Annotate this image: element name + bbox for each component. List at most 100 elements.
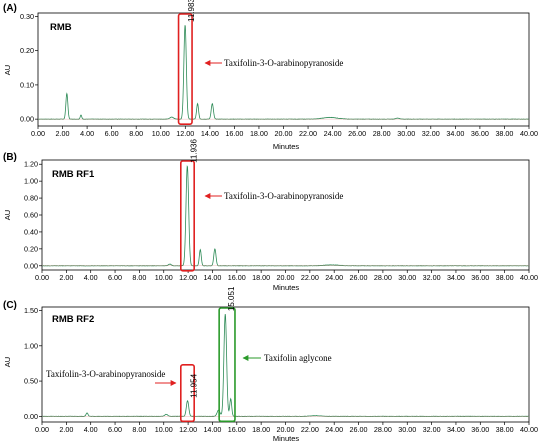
x-tick-label: 22.00 [301,425,319,434]
trace-group [41,165,530,267]
y-tick-label: 1.50 [24,306,38,315]
x-tick-label: 36.00 [471,425,489,434]
peak-labels: 11.954 15.051 [190,286,237,398]
x-tick-label: 26.00 [348,129,366,138]
y-tick-label: 1.20 [24,160,38,169]
x-tick-label: 30.00 [397,129,415,138]
highlight-boxes [177,13,193,125]
chromatogram-trace [41,165,530,267]
panel-label: (A) [3,3,17,14]
peak-highlight-box [218,307,236,423]
x-tick-label: 28.00 [374,425,392,434]
y-tick-label: 0.10 [20,80,34,89]
y-tick-label: 0.80 [24,194,38,203]
y-tick-label: 0.00 [24,261,38,270]
x-tick-label: 6.00 [105,129,119,138]
x-tick-label: 12.00 [179,425,197,434]
compound-annotation: Taxifolin-3-O-arabinopyranoside [224,191,343,201]
x-tick-label: 20.00 [277,425,295,434]
x-tick-label: 32.00 [423,273,441,282]
panel-c: (C) AU Minutes 0.00 0.50 1.00 1.50 0.00 2.00… [3,286,538,443]
y-tick-label: 0.60 [24,211,38,220]
x-tick-label: 18.00 [252,425,270,434]
y-axis-label: AU [3,65,12,75]
x-tick-label: 26.00 [350,273,368,282]
plot-frame [41,159,530,271]
x-tick-label: 14.00 [203,273,221,282]
peak-retention-time-label: 15.051 [227,286,236,311]
x-tick-label: 34.00 [447,273,465,282]
x-tick-label: 20.00 [275,129,293,138]
peak-labels: 11.936 [189,138,198,162]
x-tick-label: 6.00 [108,273,122,282]
y-ticks: 0.00 0.10 0.20 0.30 [20,12,38,124]
x-tick-label: 36.00 [471,273,489,282]
x-tick-label: 0.00 [35,425,49,434]
x-tick-label: 10.00 [152,129,170,138]
x-tick-label: 28.00 [373,129,391,138]
x-tick-label: 12.00 [176,129,194,138]
y-ticks: 0.00 0.20 0.40 0.60 0.80 1.00 1.20 [24,160,42,270]
x-tick-label: 10.00 [155,425,173,434]
x-tick-label: 40.00 [520,273,538,282]
x-tick-label: 30.00 [398,425,416,434]
x-axis-label: Minutes [273,142,300,151]
x-tick-label: 18.00 [250,129,268,138]
x-tick-label: 34.00 [446,129,464,138]
plot-frame [37,12,530,127]
x-tick-label: 16.00 [228,273,246,282]
x-ticks: 0.00 2.00 4.00 6.00 8.00 10.00 12.00 14.00 16.00… [35,422,538,434]
x-tick-label: 10.00 [155,273,173,282]
y-tick-label: 0.20 [24,244,38,253]
x-tick-label: 26.00 [350,425,368,434]
x-tick-label: 16.00 [225,129,243,138]
x-tick-label: 24.00 [325,425,343,434]
plot-frame [41,306,530,423]
y-tick-label: 1.00 [24,177,38,186]
x-tick-label: 22.00 [301,273,319,282]
x-tick-label: 32.00 [422,129,440,138]
compound-annotation: Taxifolin aglycone [264,353,332,363]
peak-highlight-box [177,13,193,125]
chromatogram-trace [37,25,530,120]
x-ticks: 0.00 2.00 4.00 6.00 8.00 10.00 12.00 14.00 16.00… [31,126,538,138]
compound-annotation: Taxifolin-3-O-arabinopyranoside [46,369,165,379]
x-axis-label: Minutes [273,434,300,443]
y-tick-label: 0.00 [20,115,34,124]
x-tick-label: 8.00 [132,273,146,282]
x-tick-label: 2.00 [56,129,70,138]
y-axis-label: AU [3,357,12,367]
y-tick-label: 0.40 [24,227,38,236]
sample-label: RMB [50,22,72,33]
x-tick-label: 18.00 [252,273,270,282]
x-tick-label: 24.00 [324,129,342,138]
peak-retention-time-label: 11.936 [189,138,198,162]
x-tick-label: 14.00 [201,129,219,138]
panel-a: (A) AU Minutes 0.00 0.10 0.20 0.30 0.00 2.00… [3,0,538,151]
x-tick-label: 6.00 [108,425,122,434]
y-tick-label: 0.30 [20,12,34,21]
highlight-boxes [179,160,195,272]
y-axis-label: AU [3,210,12,220]
panel-b: (B) AU Minutes 0.00 0.20 0.40 0.60 0.80 1.00 1… [3,138,538,292]
peak-highlight-box [179,160,195,272]
trace-group [37,25,530,120]
x-tick-label: 4.00 [80,129,94,138]
x-tick-label: 0.00 [35,273,49,282]
trace-group [41,314,530,418]
x-tick-label: 28.00 [374,273,392,282]
x-tick-label: 24.00 [325,273,343,282]
x-tick-label: 38.00 [496,425,514,434]
x-tick-label: 20.00 [277,273,295,282]
x-tick-label: 30.00 [398,273,416,282]
x-tick-label: 34.00 [447,425,465,434]
highlight-boxes [179,307,236,423]
y-tick-label: 0.50 [24,377,38,386]
sample-label: RMB RF1 [52,169,95,180]
x-tick-label: 14.00 [203,425,221,434]
x-tick-label: 4.00 [84,425,98,434]
x-tick-label: 8.00 [132,425,146,434]
x-tick-label: 32.00 [423,425,441,434]
x-axis-label: Minutes [273,283,300,292]
